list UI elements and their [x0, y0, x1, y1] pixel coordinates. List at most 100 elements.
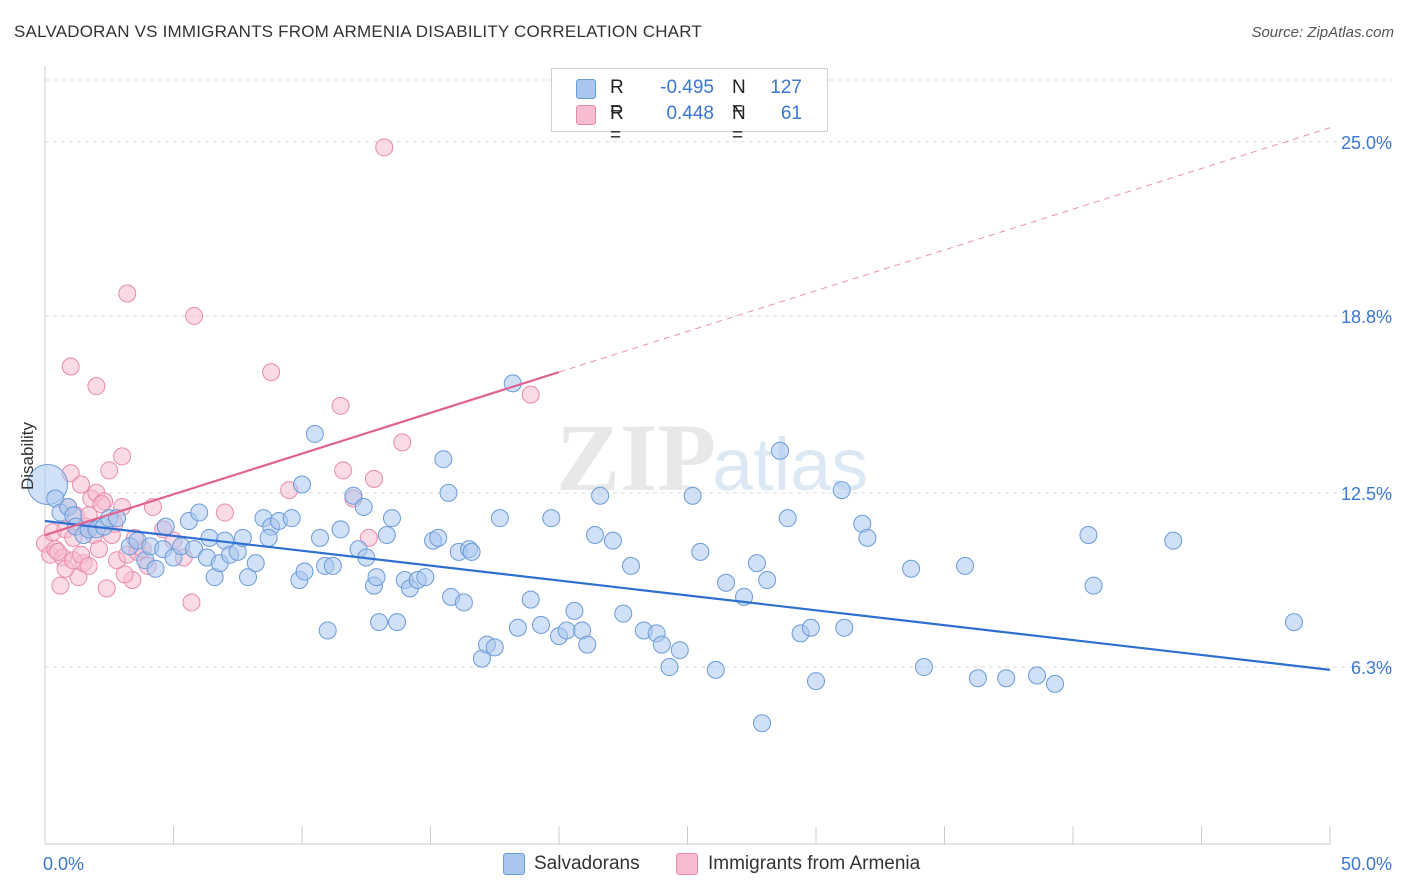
data-point-salvadoran [621, 556, 640, 575]
data-point-armenia [48, 542, 67, 561]
data-point-salvadoran [388, 613, 407, 632]
data-point-salvadoran [331, 520, 350, 539]
data-point-salvadoran [956, 556, 975, 575]
legend-swatch-blue [503, 853, 525, 875]
series-salvadorans-points [27, 374, 1304, 733]
data-point-armenia [71, 475, 90, 494]
data-point-armenia [87, 377, 106, 396]
data-point-salvadoran [603, 531, 622, 550]
legend-label-armenia: Immigrants from Armenia [708, 853, 921, 874]
data-point-salvadoran [521, 590, 540, 609]
data-point-salvadoran [578, 635, 597, 654]
data-point-salvadoran [902, 559, 921, 578]
data-point-salvadoran [614, 604, 633, 623]
data-point-armenia [100, 461, 119, 480]
data-point-salvadoran [377, 526, 396, 545]
data-point-armenia [262, 363, 281, 382]
n-value: 127 [770, 77, 802, 98]
data-point-salvadoran [807, 672, 825, 691]
data-point-salvadoran [914, 658, 933, 677]
data-point-salvadoran [434, 450, 453, 469]
data-point-salvadoran [200, 528, 219, 547]
r-value: -0.495 [660, 77, 714, 98]
data-point-salvadoran [835, 618, 854, 637]
n-label: N = [732, 103, 746, 146]
data-point-salvadoran [706, 660, 725, 679]
data-point-salvadoran [1164, 531, 1183, 550]
data-point-salvadoran [858, 528, 877, 547]
x-tick-label: 0.0% [43, 854, 84, 874]
data-point-salvadoran [557, 621, 576, 640]
data-point-salvadoran [239, 568, 258, 587]
n-value: 61 [780, 103, 802, 124]
y-axis-label: Disability [18, 421, 37, 490]
data-point-salvadoran [1046, 674, 1065, 693]
data-point-salvadoran [323, 556, 342, 575]
data-point-salvadoran [660, 658, 679, 677]
data-point-salvadoran [462, 542, 481, 561]
data-point-salvadoran [670, 641, 689, 660]
data-point-salvadoran [485, 638, 504, 657]
data-point-salvadoran [591, 486, 610, 505]
data-point-salvadoran [1084, 576, 1103, 595]
data-point-salvadoran [997, 669, 1016, 688]
data-point-armenia [182, 593, 201, 612]
data-point-armenia [521, 385, 540, 404]
data-point-salvadoran [490, 509, 509, 528]
trend-line-salvadorans [44, 519, 1331, 671]
data-point-armenia [92, 495, 111, 514]
data-point-salvadoran [354, 497, 373, 516]
legend-swatch-pink [676, 853, 698, 875]
data-point-salvadoran [691, 542, 710, 561]
data-point-armenia [79, 556, 98, 575]
data-point-salvadoran [146, 559, 165, 578]
data-point-salvadoran [416, 568, 435, 587]
data-point-armenia [115, 565, 134, 584]
n-label: N = [732, 77, 746, 120]
source-credit: Source: ZipAtlas.com [1251, 24, 1394, 41]
data-point-salvadoran [305, 424, 324, 443]
data-point-salvadoran [747, 554, 766, 573]
data-point-salvadoran [1028, 666, 1047, 685]
chart-title: SALVADORAN VS IMMIGRANTS FROM ARMENIA DI… [14, 22, 702, 41]
data-point-armenia [113, 447, 132, 466]
legend-swatch-pink [576, 105, 596, 125]
trend-lines [44, 127, 1331, 671]
data-point-salvadoran [318, 621, 337, 640]
data-point-armenia [89, 540, 108, 559]
data-point-salvadoran [185, 540, 204, 559]
data-point-salvadoran [508, 618, 527, 637]
data-point-armenia [359, 528, 378, 547]
legend-label-salvadorans: Salvadorans [534, 853, 640, 874]
x-tick-label: 50.0% [1341, 854, 1392, 874]
data-point-salvadoran [753, 714, 772, 733]
data-point-salvadoran [259, 528, 278, 547]
data-point-armenia [118, 284, 137, 303]
data-point-armenia [61, 357, 80, 376]
data-point-salvadoran [758, 570, 777, 589]
data-point-salvadoran [585, 526, 604, 545]
y-tick-label: 12.5% [1341, 484, 1392, 504]
data-point-salvadoran [652, 635, 671, 654]
x-tick-labels: 0.0% 50.0% [43, 854, 1392, 874]
data-point-salvadoran [246, 554, 265, 573]
data-point-salvadoran [156, 517, 175, 536]
data-point-salvadoran [190, 503, 209, 522]
data-point-armenia [393, 433, 412, 452]
data-point-salvadoran [717, 573, 736, 592]
series-armenia-points [36, 138, 540, 612]
data-point-salvadoran [233, 528, 252, 547]
data-point-salvadoran [1285, 613, 1304, 632]
r-value: 0.448 [666, 103, 714, 124]
data-point-armenia [185, 306, 204, 325]
y-tick-label: 25.0% [1341, 133, 1392, 153]
y-tick-label: 6.3% [1351, 658, 1392, 678]
r-label: R = [610, 103, 624, 146]
data-point-salvadoran [968, 669, 987, 688]
data-point-salvadoran [429, 528, 448, 547]
data-point-armenia [51, 576, 70, 595]
series-legend: Salvadorans Immigrants from Armenia [0, 852, 1406, 878]
axes [44, 66, 1331, 845]
data-point-salvadoran [367, 568, 386, 587]
y-tick-label: 18.8% [1341, 307, 1392, 327]
